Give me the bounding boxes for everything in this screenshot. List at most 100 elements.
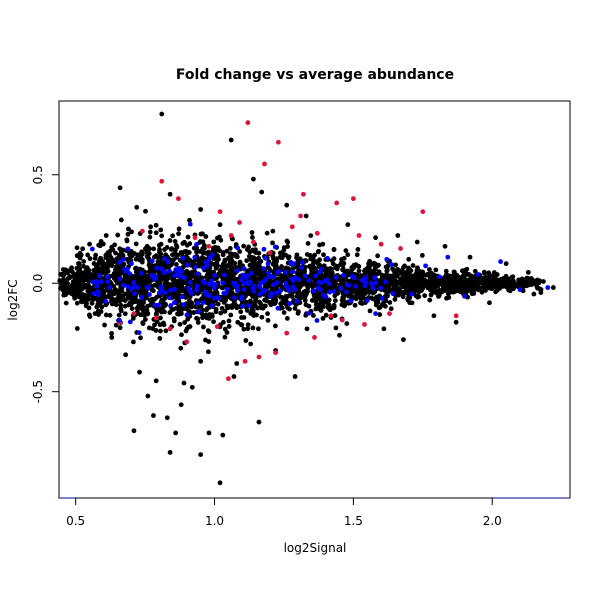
point-black: [184, 257, 190, 263]
point-black: [285, 244, 291, 249]
point-red: [226, 376, 231, 382]
point-black: [355, 247, 361, 252]
point-black: [99, 304, 105, 310]
point-black: [122, 311, 128, 317]
point-blue: [240, 272, 246, 278]
point-black: [154, 282, 159, 288]
point-blue: [257, 291, 263, 297]
point-black: [412, 272, 418, 278]
point-blue: [181, 302, 187, 308]
point-blue: [120, 257, 126, 262]
point-black: [312, 294, 318, 300]
point-blue: [131, 285, 136, 291]
point-black: [61, 292, 67, 298]
point-black: [144, 243, 150, 249]
point-black: [509, 281, 515, 287]
point-blue: [338, 285, 344, 291]
point-black: [479, 289, 485, 295]
point-black: [180, 241, 186, 246]
point-black: [200, 315, 205, 321]
data-points: [57, 111, 556, 486]
point-blue: [275, 305, 281, 311]
point-black: [458, 289, 463, 295]
point-blue: [293, 275, 299, 281]
point-blue: [194, 287, 200, 293]
point-black: [145, 311, 151, 316]
point-black: [181, 380, 187, 386]
point-black: [70, 279, 76, 285]
point-black: [410, 263, 416, 268]
point-black: [246, 253, 252, 259]
point-black: [375, 253, 381, 259]
point-black: [178, 250, 184, 255]
point-black: [118, 251, 124, 257]
point-black: [153, 222, 159, 228]
point-blue: [209, 303, 215, 309]
point-black: [310, 313, 316, 318]
point-black: [472, 268, 478, 274]
point-black: [309, 271, 314, 277]
point-black: [118, 302, 124, 308]
point-black: [342, 303, 348, 308]
point-black: [343, 248, 349, 254]
point-black: [120, 247, 126, 253]
point-black: [86, 283, 92, 289]
point-black: [390, 282, 396, 288]
point-black: [502, 277, 508, 283]
point-blue: [475, 272, 481, 277]
point-black: [323, 312, 329, 318]
point-black: [98, 309, 104, 314]
point-black: [241, 243, 247, 249]
y-axis: -0.5 0.0 0.5: [31, 165, 60, 403]
point-black: [405, 274, 411, 280]
point-black: [215, 301, 221, 307]
point-black: [395, 233, 401, 238]
point-black: [405, 282, 411, 288]
point-black: [143, 317, 148, 322]
point-blue: [270, 274, 276, 280]
point-blue: [317, 269, 322, 275]
point-black: [164, 415, 170, 421]
point-black: [332, 298, 338, 303]
point-black: [265, 311, 270, 317]
y-tick-label: 0.5: [31, 165, 45, 184]
point-blue: [261, 246, 267, 252]
point-black: [154, 307, 160, 313]
point-black: [259, 302, 264, 308]
point-black: [139, 257, 145, 263]
point-black: [405, 297, 411, 303]
point-black: [376, 262, 381, 268]
point-black: [136, 289, 142, 295]
point-black: [463, 272, 469, 278]
point-black: [90, 296, 96, 302]
point-black: [107, 312, 113, 318]
point-black: [115, 232, 121, 238]
point-black: [137, 369, 142, 375]
point-black: [394, 273, 400, 279]
point-black: [101, 289, 107, 295]
point-black: [109, 301, 115, 307]
point-black: [215, 262, 220, 268]
point-blue: [290, 284, 296, 290]
point-black: [250, 235, 255, 240]
point-black: [80, 281, 86, 287]
point-black: [168, 247, 174, 252]
point-black: [416, 282, 421, 288]
point-red: [362, 322, 367, 327]
point-blue: [90, 279, 96, 285]
point-black: [159, 111, 165, 117]
point-black: [411, 284, 417, 289]
point-black: [388, 306, 394, 312]
point-black: [331, 247, 337, 252]
point-red: [245, 120, 251, 126]
point-black: [67, 274, 73, 280]
point-black: [531, 291, 537, 297]
point-black: [302, 298, 308, 303]
point-black: [213, 306, 219, 312]
point-blue: [291, 261, 297, 267]
point-black: [284, 315, 290, 321]
point-blue: [239, 277, 244, 283]
point-black: [195, 320, 201, 325]
point-blue: [187, 288, 193, 294]
point-red: [214, 324, 220, 330]
